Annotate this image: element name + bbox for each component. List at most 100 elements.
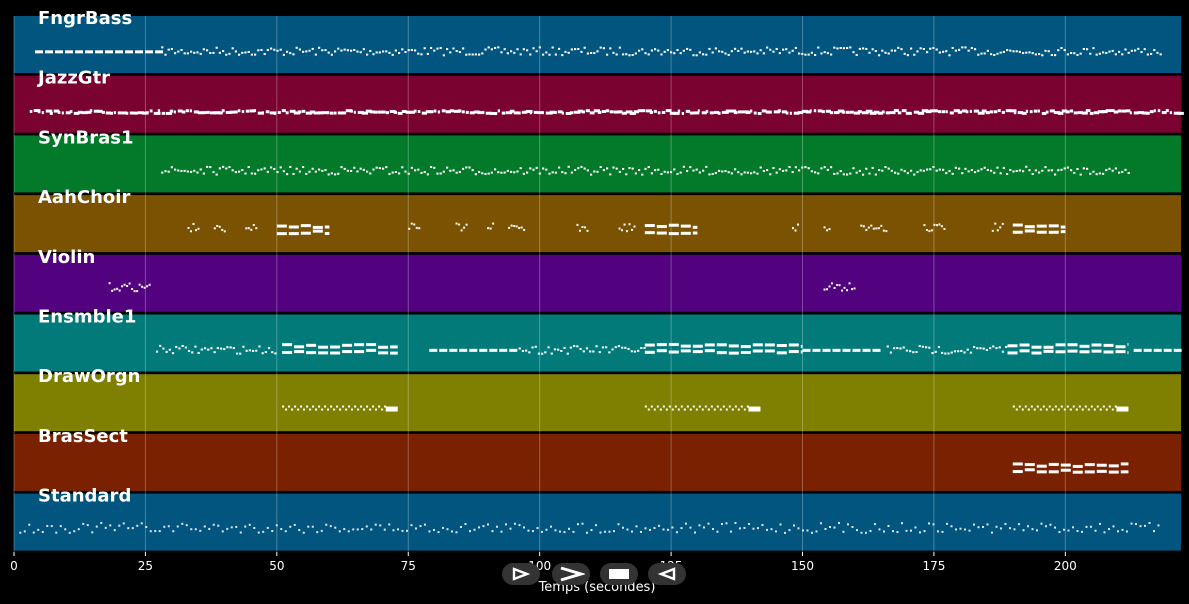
note [251,349,255,352]
note [991,229,994,232]
note [825,109,832,113]
note [845,110,850,114]
note [976,347,979,350]
note [586,169,589,172]
note [167,525,170,528]
note [572,530,575,533]
note [353,166,356,169]
note [833,286,836,289]
note [269,47,273,50]
note [194,229,197,232]
note [986,168,989,171]
note [877,111,884,115]
note [849,172,852,175]
note [282,170,285,173]
note [333,50,337,53]
rewind-button[interactable] [648,563,686,585]
note [311,525,314,528]
note [665,408,668,411]
note [916,50,919,53]
note [495,525,498,528]
note [880,224,883,227]
note [680,527,683,530]
note [765,46,769,49]
note [1159,53,1162,56]
note [890,49,893,52]
note [223,348,226,351]
note [644,167,647,170]
note [189,109,192,113]
note [77,528,80,531]
note [337,111,344,115]
note [1062,528,1065,531]
note [197,227,200,230]
note [436,47,439,50]
note [108,282,111,285]
note [545,168,548,171]
note [1161,111,1167,115]
note [753,50,756,53]
note [266,48,269,51]
note [769,110,772,114]
note [1079,52,1082,55]
note [872,227,875,230]
note [1050,169,1053,172]
note [1121,528,1124,531]
note [716,351,727,355]
play-button[interactable] [502,563,540,585]
note [624,346,627,349]
note [1019,343,1030,347]
note [548,53,551,56]
note [342,405,345,408]
fast-forward-button[interactable] [552,563,590,585]
note [89,109,93,113]
note [365,53,369,56]
note [656,231,667,235]
note [954,49,957,52]
note [334,526,337,529]
note [64,528,67,531]
note [459,525,462,528]
note [681,111,684,115]
note [656,405,659,408]
note [1033,109,1038,113]
note [692,225,698,229]
note [823,166,826,169]
note [1012,470,1023,474]
note [446,528,449,531]
note [970,169,973,172]
note [998,346,1001,349]
note [983,166,986,169]
note [551,171,554,174]
note [203,525,206,528]
note [585,347,589,350]
note [689,48,692,51]
note [1127,351,1129,355]
note [668,223,679,227]
note [900,48,903,51]
note [365,525,368,528]
note [1114,405,1117,408]
note [752,527,755,530]
note [776,344,787,348]
note [873,110,880,114]
note [776,351,787,355]
note [1060,405,1063,408]
note [753,111,757,115]
note [541,352,544,355]
note [537,111,544,115]
note [1041,111,1047,115]
track-band [14,254,1181,312]
note [464,523,467,526]
note [618,170,621,173]
note [384,405,387,408]
note [1092,170,1095,173]
note [298,170,301,173]
note [557,348,560,351]
stop-button[interactable] [600,563,638,585]
note [404,170,407,173]
note [521,350,525,353]
note [353,110,356,114]
note [769,48,772,51]
note [903,170,906,173]
